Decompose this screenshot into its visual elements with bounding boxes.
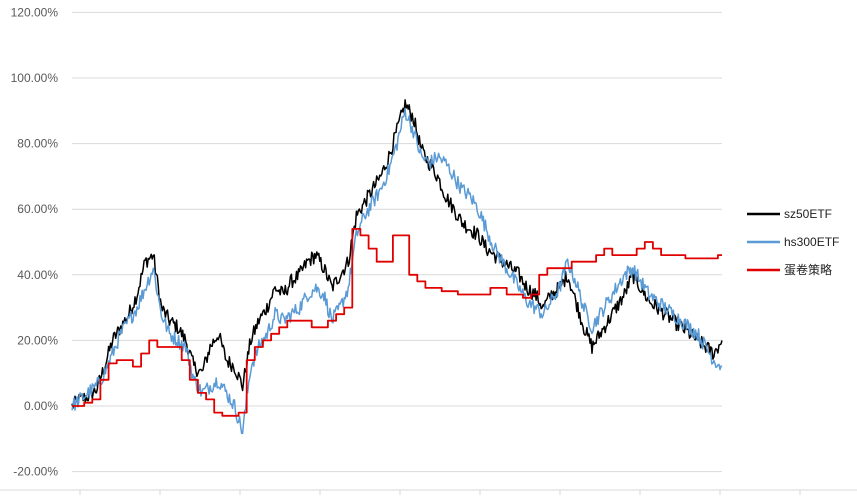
legend-label: sz50ETF: [784, 207, 832, 221]
legend-label: hs300ETF: [784, 235, 839, 249]
series-lines: [71, 99, 723, 435]
y-tick-label: 20.00%: [17, 333, 58, 347]
y-tick-label: 40.00%: [17, 268, 58, 282]
legend: sz50ETF hs300ETF 蛋卷策略: [747, 207, 839, 277]
series-line-0: [71, 99, 723, 409]
series-line-1: [71, 107, 723, 435]
y-tick-label: 120.00%: [11, 5, 59, 19]
x-axis: [0, 489, 857, 495]
y-tick-label: 100.00%: [11, 71, 59, 85]
legend-label: 蛋卷策略: [784, 262, 832, 277]
y-tick-label: -20.00%: [13, 465, 58, 479]
y-tick-label: 0.00%: [24, 399, 58, 413]
y-axis: 120.00% 100.00% 80.00% 60.00% 40.00% 20.00% 0.…: [11, 5, 59, 478]
y-tick-label: 80.00%: [17, 137, 58, 151]
series-line-2: [72, 228, 722, 417]
y-tick-label: 60.00%: [17, 202, 58, 216]
grid-lines: [72, 11, 722, 473]
